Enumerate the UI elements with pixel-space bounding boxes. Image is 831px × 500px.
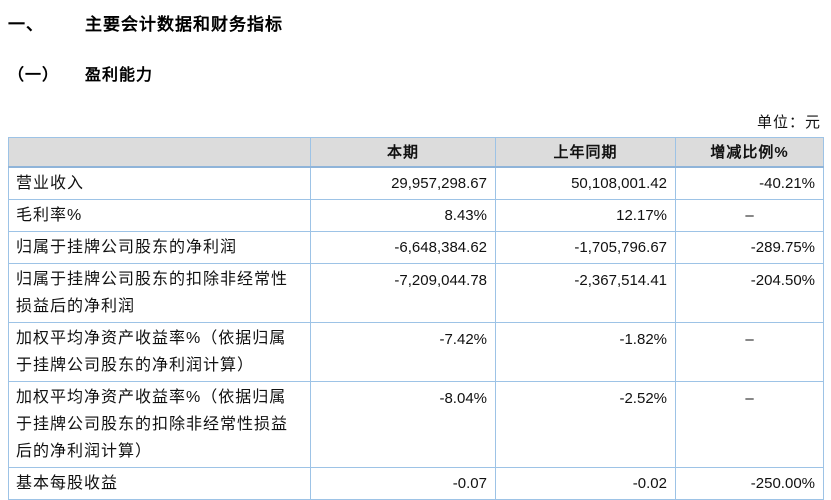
row-label: 归属于挂牌公司股东的净利润 xyxy=(8,230,311,264)
section-title: 主要会计数据和财务指标 xyxy=(85,15,283,34)
value-prior: -2,367,514.41 xyxy=(495,262,676,323)
col-header-change-ratio: 增减比例% xyxy=(675,137,824,168)
table-row: 营业收入 29,957,298.67 50,108,001.42 -40.21% xyxy=(8,166,824,200)
table-row: 归属于挂牌公司股东的净利润 -6,648,384.62 -1,705,796.6… xyxy=(8,230,824,264)
row-label: 加权平均净资产收益率%（依据归属于挂牌公司股东的扣除非经常性损益后的净利润计算） xyxy=(8,380,311,468)
value-change: -250.00% xyxy=(675,466,824,500)
value-prior: -1.82% xyxy=(495,321,676,382)
section-number: 一、 xyxy=(8,15,44,34)
subsection-title: 盈利能力 xyxy=(85,67,154,84)
row-label: 加权平均净资产收益率%（依据归属于挂牌公司股东的净利润计算） xyxy=(8,321,311,382)
value-change: -40.21% xyxy=(675,166,824,200)
row-label: 基本每股收益 xyxy=(8,466,311,500)
table-row: 毛利率% 8.43% 12.17% – xyxy=(8,198,824,232)
table-row: 归属于挂牌公司股东的扣除非经常性损益后的净利润 -7,209,044.78 -2… xyxy=(8,262,824,323)
value-current: -7.42% xyxy=(310,321,496,382)
value-current: 8.43% xyxy=(310,198,496,232)
row-label: 归属于挂牌公司股东的扣除非经常性损益后的净利润 xyxy=(8,262,311,323)
value-current: -6,648,384.62 xyxy=(310,230,496,264)
unit-label: 单位：元 xyxy=(756,114,821,131)
row-label: 营业收入 xyxy=(8,166,311,200)
value-current: -8.04% xyxy=(310,380,496,468)
row-label: 毛利率% xyxy=(8,198,311,232)
value-change: -204.50% xyxy=(675,262,824,323)
value-current: 29,957,298.67 xyxy=(310,166,496,200)
table-row: 加权平均净资产收益率%（依据归属于挂牌公司股东的扣除非经常性损益后的净利润计算）… xyxy=(8,380,824,468)
table-row: 加权平均净资产收益率%（依据归属于挂牌公司股东的净利润计算） -7.42% -1… xyxy=(8,321,824,382)
subsection-heading: （一） 盈利能力 xyxy=(8,61,823,85)
col-header-indicator xyxy=(8,137,311,168)
value-prior: -2.52% xyxy=(495,380,676,468)
subsection-number: （一） xyxy=(8,67,60,84)
value-prior: -1,705,796.67 xyxy=(495,230,676,264)
section-heading: 一、 主要会计数据和财务指标 xyxy=(8,10,823,35)
value-current: -7,209,044.78 xyxy=(310,262,496,323)
col-header-current-period: 本期 xyxy=(310,137,496,168)
value-change: – xyxy=(675,198,824,232)
value-change: – xyxy=(675,321,824,382)
value-prior: 12.17% xyxy=(495,198,676,232)
value-prior: 50,108,001.42 xyxy=(495,166,676,200)
value-prior: -0.02 xyxy=(495,466,676,500)
value-change: -289.75% xyxy=(675,230,824,264)
value-current: -0.07 xyxy=(310,466,496,500)
col-header-prior-period: 上年同期 xyxy=(495,137,676,168)
table-header-row: 本期 上年同期 增减比例% xyxy=(8,137,824,168)
value-change: – xyxy=(675,380,824,468)
table-row: 基本每股收益 -0.07 -0.02 -250.00% xyxy=(8,466,824,500)
financial-indicators-table: 本期 上年同期 增减比例% 营业收入 29,957,298.67 50,108,… xyxy=(8,137,824,500)
